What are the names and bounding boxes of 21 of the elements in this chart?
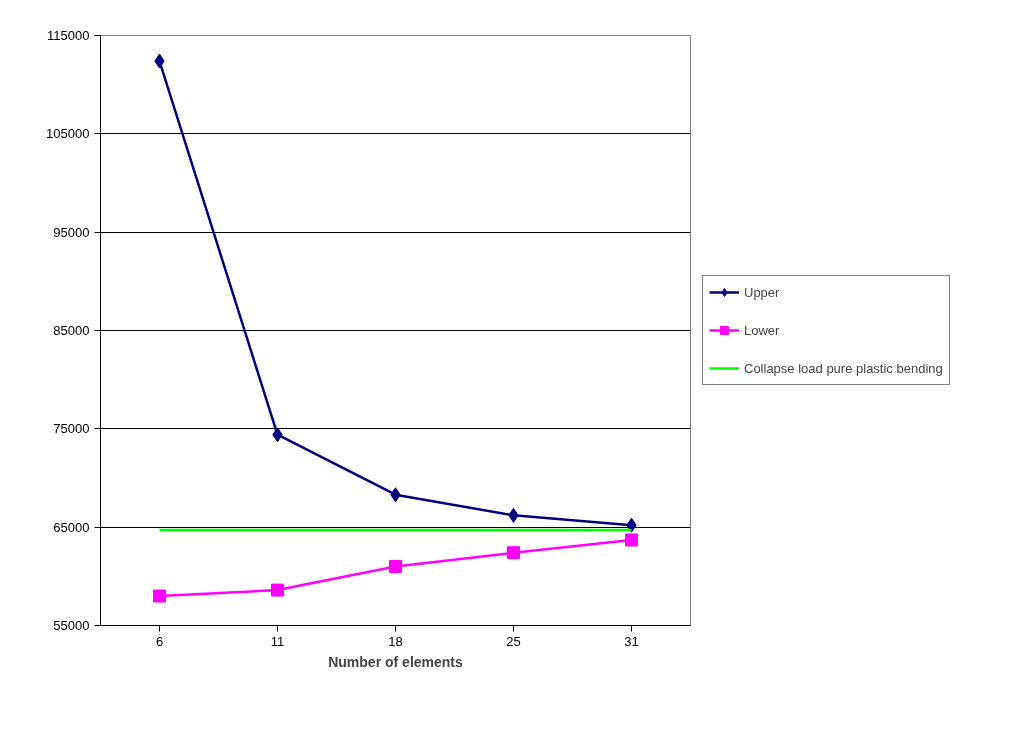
x-tick-label: 31 <box>624 633 639 649</box>
point <box>389 560 402 573</box>
x-tick-label: 18 <box>388 633 403 649</box>
point <box>625 533 638 547</box>
y-tick-label: 115000 <box>47 28 90 43</box>
x-tick-label: 25 <box>506 633 521 649</box>
point <box>271 583 284 597</box>
y-tick-label: 95000 <box>53 224 90 240</box>
legend-label: Upper <box>744 284 780 300</box>
y-tick-label: 105000 <box>46 126 90 142</box>
x-axis-title: Number of elements <box>328 653 464 670</box>
x-tick-label: 11 <box>270 633 285 649</box>
y-tick-label: 75000 <box>53 421 90 437</box>
legend-label: Collapse load pure plastic bending <box>744 360 943 376</box>
point <box>153 589 166 603</box>
x-tick-label: 6 <box>155 633 164 649</box>
legend-label: Lower <box>744 322 780 338</box>
y-tick-label: 85000 <box>53 323 90 338</box>
y-tick-label: 55000 <box>53 618 90 633</box>
point <box>507 546 520 560</box>
y-tick-label: 65000 <box>53 519 90 535</box>
